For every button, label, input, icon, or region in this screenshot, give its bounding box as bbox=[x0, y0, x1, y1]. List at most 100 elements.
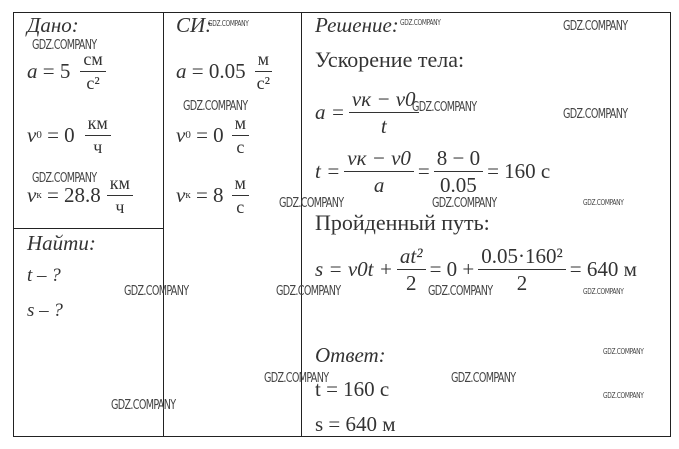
watermark: GDZ.COMPANY bbox=[583, 287, 624, 296]
watermark: GDZ.COMPANY bbox=[432, 196, 497, 211]
watermark: GDZ.COMPANY bbox=[603, 347, 644, 356]
var: v bbox=[27, 182, 37, 207]
lhs: s = v0t + bbox=[315, 257, 393, 282]
equals: = 0 + bbox=[429, 257, 475, 282]
watermark: GDZ.COMPANY bbox=[111, 398, 176, 413]
answer-item: s = 640 м bbox=[315, 412, 396, 436]
unit-num: м bbox=[231, 114, 250, 136]
answer-item: t = 160 с bbox=[315, 377, 390, 401]
formula-path: s = v0t + at² 2 = 0 + 0.05·160² 2 = 640 м bbox=[315, 245, 637, 294]
border-right bbox=[670, 12, 671, 437]
watermark: GDZ.COMPANY bbox=[183, 99, 248, 114]
fraction: 0.05·160² 2 bbox=[478, 245, 566, 294]
given-acceleration: a = 5 см с² bbox=[27, 50, 110, 93]
find-item: t – ? bbox=[27, 265, 61, 286]
sub: 0 bbox=[36, 129, 42, 142]
watermark: GDZ.COMPANY bbox=[603, 391, 644, 400]
num: 0.05·160² bbox=[478, 245, 566, 271]
equals: = bbox=[417, 159, 430, 184]
var: a bbox=[27, 58, 38, 83]
unit-num: м bbox=[254, 50, 272, 72]
watermark: GDZ.COMPANY bbox=[412, 100, 477, 115]
num: vк − v0 bbox=[348, 88, 419, 114]
watermark: GDZ.COMPANY bbox=[32, 38, 97, 53]
fraction: vк − v0 t bbox=[348, 88, 419, 139]
lhs: a = bbox=[315, 100, 345, 125]
divider-given-si bbox=[163, 12, 164, 437]
unit-num: м bbox=[231, 174, 249, 196]
unit-fraction: км ч bbox=[106, 174, 133, 217]
formula-time: t = vк − v0 a = 8 − 0 0.05 = 160 с bbox=[315, 147, 550, 196]
den: t bbox=[380, 114, 387, 139]
unit-den: с bbox=[236, 136, 245, 157]
unit-num: км bbox=[84, 114, 111, 136]
den: a bbox=[373, 173, 385, 198]
fraction: 8 − 0 0.05 bbox=[433, 147, 484, 198]
result: = 640 м bbox=[569, 257, 637, 282]
solution-heading: Решение: bbox=[315, 13, 399, 37]
value: = 5 bbox=[42, 58, 71, 83]
unit-num: см bbox=[80, 50, 106, 72]
find-item: s – ? bbox=[27, 300, 63, 321]
border-top bbox=[13, 12, 671, 13]
num: 8 − 0 bbox=[433, 147, 484, 173]
given-heading: Дано: bbox=[27, 13, 79, 37]
border-left bbox=[13, 12, 14, 437]
den: 2 bbox=[405, 271, 417, 296]
si-heading: СИ: bbox=[176, 13, 213, 37]
watermark: GDZ.COMPANY bbox=[583, 198, 624, 207]
value: = 8 bbox=[195, 182, 224, 207]
watermark: GDZ.COMPANY bbox=[124, 284, 189, 299]
watermark: GDZ.COMPANY bbox=[563, 19, 628, 34]
den: 0.05 bbox=[440, 173, 477, 198]
sub: к bbox=[185, 189, 191, 202]
unit-num: км bbox=[106, 174, 133, 196]
unit-den: ч bbox=[93, 136, 103, 157]
divider-si-solution bbox=[301, 12, 302, 437]
unit-fraction: см с² bbox=[80, 50, 106, 93]
acceleration-title: Ускорение тела: bbox=[315, 47, 465, 72]
watermark: GDZ.COMPANY bbox=[428, 284, 493, 299]
unit-fraction: м с² bbox=[254, 50, 273, 93]
border-bottom bbox=[13, 436, 671, 437]
answer-heading: Ответ: bbox=[315, 343, 386, 367]
path-title: Пройденный путь: bbox=[315, 210, 490, 235]
unit-den: с bbox=[236, 196, 245, 217]
unit-den: с² bbox=[256, 72, 270, 93]
value: = 0.05 bbox=[191, 58, 246, 83]
find-heading: Найти: bbox=[27, 231, 96, 255]
value: = 0 bbox=[47, 122, 75, 147]
watermark: GDZ.COMPANY bbox=[400, 18, 441, 27]
value: = 28.8 bbox=[46, 182, 101, 207]
var: v bbox=[176, 182, 186, 207]
watermark: GDZ.COMPANY bbox=[563, 107, 628, 122]
watermark: GDZ.COMPANY bbox=[276, 284, 341, 299]
var: v bbox=[27, 122, 37, 147]
var: v bbox=[176, 122, 186, 147]
watermark: GDZ.COMPANY bbox=[451, 371, 516, 386]
var: a bbox=[176, 58, 187, 83]
watermark: GDZ.COMPANY bbox=[279, 196, 344, 211]
formula-acceleration: a = vк − v0 t bbox=[315, 88, 423, 137]
fraction: at² 2 bbox=[396, 245, 426, 296]
sub: 0 bbox=[185, 129, 191, 142]
fraction: vк − v0 a bbox=[344, 147, 414, 196]
num: at² bbox=[396, 245, 426, 271]
result: = 160 с bbox=[487, 159, 551, 184]
sub: к bbox=[36, 189, 42, 202]
den: 2 bbox=[516, 271, 528, 296]
num: vк − v0 bbox=[344, 147, 414, 173]
si-acceleration: a = 0.05 м с² bbox=[176, 50, 277, 93]
unit-den: с² bbox=[86, 72, 100, 93]
watermark: GDZ.COMPANY bbox=[32, 171, 97, 186]
lhs: t = bbox=[315, 159, 341, 184]
divider-given-find bbox=[13, 228, 163, 229]
value: = 0 bbox=[196, 122, 224, 147]
unit-den: ч bbox=[115, 196, 125, 217]
